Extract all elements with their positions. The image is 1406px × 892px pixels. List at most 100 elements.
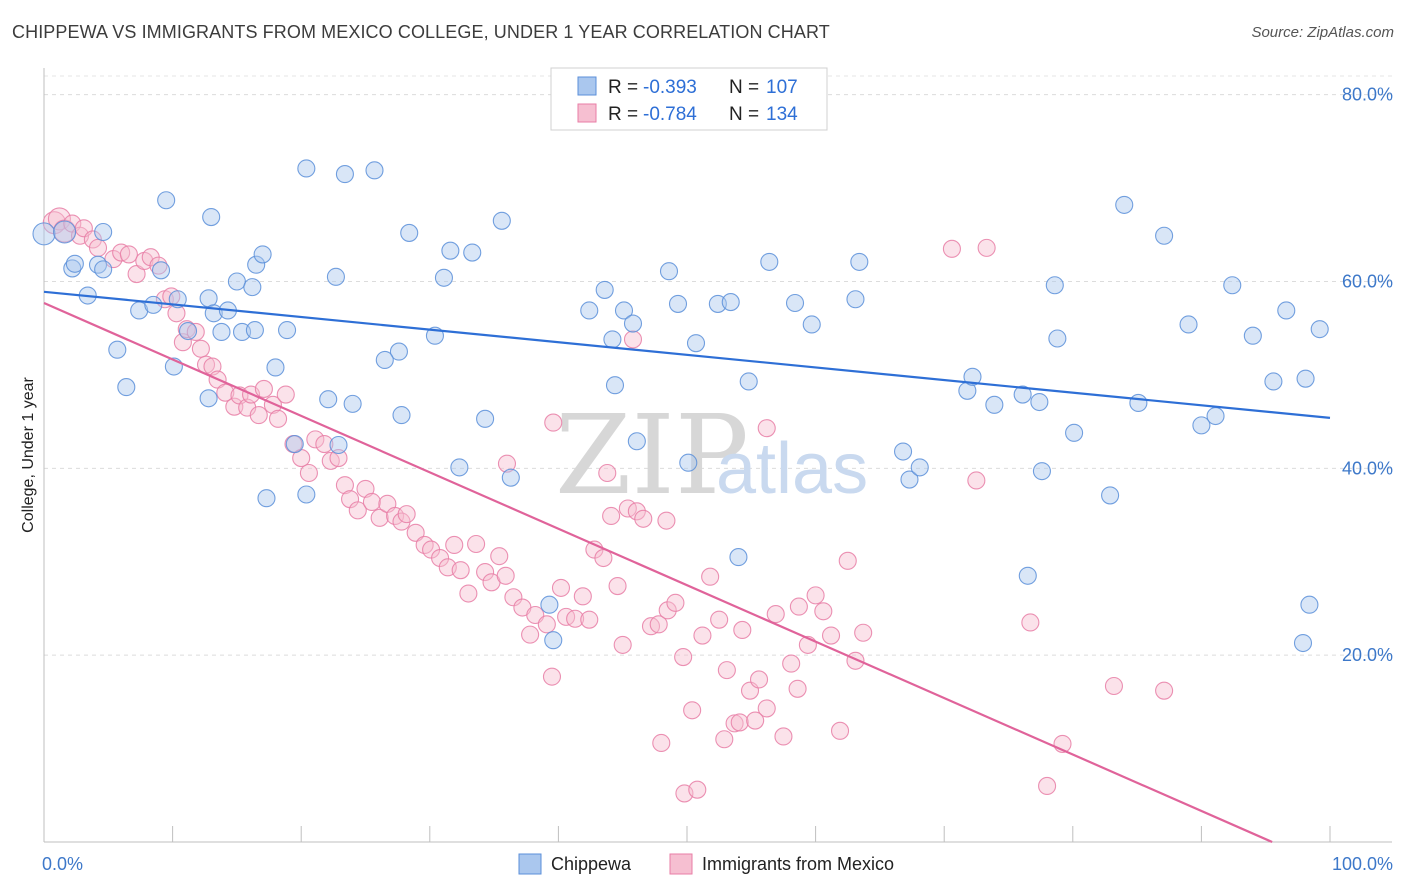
chippewa-point-0 — [32, 222, 56, 246]
mexico-point-116 — [757, 419, 776, 438]
chippewa-point-44 — [343, 394, 362, 413]
chippewa-point-67 — [679, 453, 698, 472]
mexico-point-107 — [830, 721, 850, 740]
chippewa-point-23 — [278, 321, 297, 340]
mexico-point-91 — [701, 567, 720, 586]
y-tick-label-20: 20.0% — [1342, 645, 1393, 665]
chippewa-point-61 — [686, 334, 706, 353]
chippewa-point-97 — [1310, 320, 1329, 339]
chippewa-trend-line — [43, 290, 1331, 419]
chippewa-point-58 — [605, 376, 625, 395]
mexico-point-88 — [674, 647, 693, 667]
mexico-point-94 — [725, 714, 744, 733]
chippewa-point-79 — [1013, 385, 1032, 404]
chippewa-point-72 — [846, 290, 865, 309]
mexico-point-58 — [451, 561, 470, 580]
x-tick-label-min: 0.0% — [42, 854, 83, 874]
tick-labels: 20.0% 40.0% 60.0% 80.0% 0.0% 100.0% — [42, 85, 1393, 874]
mexico-point-55 — [431, 548, 450, 568]
chippewa-point-74 — [900, 470, 919, 489]
chippewa-point-92 — [1223, 276, 1242, 295]
mexico-point-7 — [88, 238, 108, 257]
watermark-atlas: atlas — [716, 429, 868, 509]
chippewa-point-70 — [739, 372, 758, 391]
chippewa-point-82 — [1045, 276, 1064, 295]
mexico-point-31 — [254, 379, 273, 398]
chippewa-point-27 — [117, 378, 136, 397]
chippewa-point-48 — [329, 435, 348, 455]
chippewa-point-10 — [144, 295, 163, 314]
chippewa-point-87 — [1129, 393, 1148, 413]
chippewa-point-38 — [463, 243, 482, 262]
chippewa-point-65 — [785, 293, 805, 313]
chippewa-point-83 — [1048, 329, 1067, 348]
chippewa-point-64 — [760, 252, 779, 271]
legend-swatch-chippewa — [577, 76, 597, 96]
mexico-point-44 — [348, 501, 367, 520]
chippewa-point-34 — [326, 267, 345, 286]
chippewa-point-22 — [245, 321, 264, 340]
mexico-point-97 — [749, 670, 769, 689]
mexico-point-93 — [717, 661, 736, 680]
mexico-point-53 — [415, 535, 434, 554]
mexico-point-51 — [397, 505, 416, 524]
watermark: ZIP atlas — [555, 391, 868, 519]
mexico-point-124 — [1038, 776, 1057, 796]
chippewa-point-55 — [614, 301, 634, 320]
mexico-point-74 — [573, 587, 592, 606]
mexico-point-10 — [119, 245, 138, 264]
chippewa-point-17 — [243, 278, 262, 297]
mexico-point-21 — [191, 339, 210, 358]
legend-r-value-1: -0.393 — [643, 77, 697, 98]
chippewa-point-88 — [1155, 226, 1174, 245]
chippewa-point-93 — [1243, 326, 1262, 345]
mexico-point-117 — [942, 239, 961, 258]
chippewa-point-37 — [434, 268, 453, 287]
mexico-point-69 — [537, 615, 556, 634]
chippewa-point-6 — [94, 260, 113, 279]
mexico-point-100 — [774, 727, 793, 746]
mexico-point-123 — [1155, 681, 1174, 700]
mexico-point-14 — [149, 256, 168, 275]
legend-r-label-2: R = — [608, 104, 638, 125]
mexico-point-20 — [186, 322, 205, 342]
mexico-point-99 — [766, 605, 785, 624]
mexico-point-118 — [977, 238, 996, 257]
mexico-point-85 — [649, 615, 668, 634]
chippewa-point-91 — [1206, 406, 1225, 426]
chippewa-point-53 — [595, 280, 614, 299]
mexico-point-75 — [580, 610, 599, 629]
mexico-point-87 — [666, 593, 685, 612]
legend-n-value-1: 107 — [766, 77, 798, 98]
chippewa-point-66 — [802, 315, 821, 334]
chippewa-point-24 — [253, 245, 272, 264]
mexico-point-71 — [551, 578, 571, 597]
legend-r-label-1: R = — [608, 77, 638, 98]
chippewa-point-60 — [668, 294, 688, 313]
legend-n-label-2: N = — [729, 104, 759, 125]
mexico-point-129 — [730, 713, 749, 732]
mexico-point-125 — [652, 733, 671, 753]
mexico-point-33 — [269, 409, 288, 428]
chippewa-point-75 — [910, 458, 929, 477]
chippewa-point-13 — [178, 321, 198, 341]
chippewa-point-59 — [659, 262, 679, 281]
mexico-point-45 — [356, 479, 375, 498]
chippewa-point-96 — [1296, 369, 1315, 388]
mexico-point-83 — [634, 509, 653, 528]
trend-lines — [43, 290, 1331, 844]
mexico-point-108 — [838, 551, 857, 570]
mexico-point-52 — [406, 523, 425, 542]
chippewa-point-30 — [266, 358, 285, 377]
chippewa-point-69 — [729, 548, 748, 567]
chippewa-point-4 — [65, 254, 84, 273]
mexico-point-67 — [521, 625, 540, 644]
watermark-zip: ZIP — [555, 391, 749, 519]
chippewa-point-85 — [1101, 486, 1120, 505]
mexico-point-131 — [788, 679, 807, 698]
y-axis-label: College, Under 1 year — [20, 377, 37, 533]
mexico-point-63 — [490, 547, 509, 566]
chippewa-point-16 — [227, 272, 246, 291]
chippewa-point-51 — [257, 489, 276, 508]
